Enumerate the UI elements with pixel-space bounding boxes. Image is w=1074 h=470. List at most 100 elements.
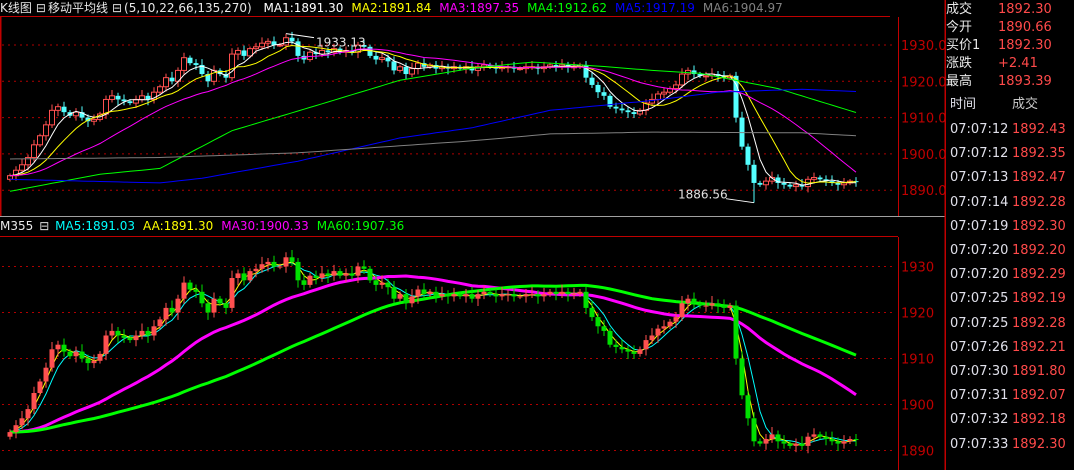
candle-body-up [97,353,103,361]
candle-body-up [91,118,97,122]
collapse-icon[interactable]: ⊟ [35,1,46,15]
ma-line-ma5 [9,88,857,184]
quote-row: 成交 1892.30 [946,1,1074,19]
candle-body-down [583,64,589,78]
candle-body-down [553,291,559,295]
tick-price: 1892.30 [1012,436,1066,452]
candle-body-up [229,53,235,79]
kline-chart[interactable]: 1930.0 1920.0 1910.0 1900.0 1890.0 1930 1920 19… [0,0,946,470]
tick-row[interactable]: 07:07:30 1891.80 [950,361,1074,383]
candle-body-up [343,273,349,276]
candle-body-down [145,95,151,100]
candle-body-up [667,321,673,327]
candle-body-down [127,101,133,104]
candle-body-up [685,298,691,304]
candle-body-down [115,95,121,100]
candle-body-down [787,184,793,187]
candle-body-down [631,112,637,114]
candle-body-down [145,330,151,336]
tick-row[interactable]: 07:07:26 1892.21 [950,337,1074,359]
candle-body-up [229,278,235,308]
ma-line-ma2 [9,44,857,184]
chart-title[interactable]: K线图 [0,1,32,15]
quote-label: 买价1 [946,38,981,53]
candle-body-up [679,303,685,318]
tick-row[interactable]: 07:07:25 1892.28 [950,313,1074,335]
quote-value: 1892.30 [998,2,1052,17]
tick-row[interactable]: 07:07:12 1892.43 [950,119,1074,141]
candle-body-up [397,294,403,299]
indicator-name[interactable]: 移动平均线 [47,1,108,15]
tick-time: 07:07:25 [950,291,1009,307]
candle-body-down [487,64,493,67]
candle-body-up [331,271,337,276]
candle-body-up [139,95,145,100]
y-tick-label: 1930 [901,261,934,276]
candle-body-up [709,303,715,306]
tick-row[interactable]: 07:07:12 1892.35 [950,143,1074,165]
candle-body-down [271,261,277,267]
candle-body-down [691,298,697,304]
collapse-icon[interactable]: ⊟ [39,219,50,233]
high-price-label: 1933.13 [316,36,366,50]
indicator-ma-label: AA:1891.30 [143,219,214,233]
candle-body-up [637,109,643,115]
candle-body-down [241,50,247,56]
quote-label: 成交 [946,2,973,17]
ma-label-4: MA4:1912.62 [527,1,608,15]
candle-body-up [559,291,565,295]
tick-price: 1892.29 [1012,267,1066,283]
tick-row[interactable]: 07:07:31 1892.07 [950,385,1074,407]
candle-body-up [649,335,655,341]
candle-body-down [121,335,127,338]
candle-body-down [487,291,493,295]
indicator-title[interactable]: M355 [0,219,34,233]
candle-body-down [835,182,841,185]
candle-body-up [175,298,181,313]
ma-line-aa [9,261,857,446]
candle-body-up [13,425,19,433]
tick-row[interactable]: 07:07:20 1892.29 [950,264,1074,286]
candle-body-up [571,294,577,296]
tick-price: 1892.18 [1012,412,1066,428]
tick-price: 1892.28 [1012,194,1066,210]
candle-body-down [829,181,835,183]
y-tick-label: 1890 [901,445,934,460]
candle-body-up [529,294,535,296]
candle-body-down [199,291,205,304]
tick-time: 07:07:33 [950,436,1009,452]
candle-body-up [265,40,271,44]
tick-row[interactable]: 07:07:19 1892.30 [950,216,1074,238]
y-tick-label: 1920.0 [901,75,946,90]
candle-body-down [127,337,133,341]
tick-row[interactable]: 07:07:14 1892.28 [950,192,1074,214]
candle-body-up [253,46,259,50]
tick-price: 1892.07 [1012,388,1066,404]
tick-row[interactable]: 07:07:33 1892.30 [950,434,1074,456]
ma-line-ma1 [9,41,857,186]
candle-body-down [595,84,601,93]
candle-body-down [205,74,211,82]
tick-row[interactable]: 07:07:20 1892.20 [950,240,1074,262]
tick-row[interactable]: 07:07:13 1892.47 [950,167,1074,189]
quote-label: 最高 [946,74,973,89]
candle-body-up [43,367,49,382]
tick-row[interactable]: 07:07:32 1892.18 [950,409,1074,431]
candle-body-down [853,181,859,183]
candle-body-down [733,305,739,359]
tick-row[interactable]: 07:07:25 1892.19 [950,288,1074,310]
candle-body-up [277,266,283,268]
candle-body-up [661,91,667,95]
candle-body-up [439,294,445,297]
collapse-icon[interactable]: ⊟ [111,1,123,15]
candle-body-down [325,50,331,53]
y-tick-label: 1910.0 [901,112,946,127]
candle-body-down [85,117,91,122]
candle-body-up [49,349,55,368]
indicator-params: (5,10,22,66,135,270) [124,1,252,15]
top-chart-header: K线图 ⊟ 移动平均线 ⊟ (5,10,22,66,135,270) MA1:1891.… [0,0,799,16]
tick-price: 1892.28 [1012,315,1066,331]
candle-body-up [73,111,79,117]
candle-body-up [673,84,679,90]
candle-body-up [73,351,79,357]
